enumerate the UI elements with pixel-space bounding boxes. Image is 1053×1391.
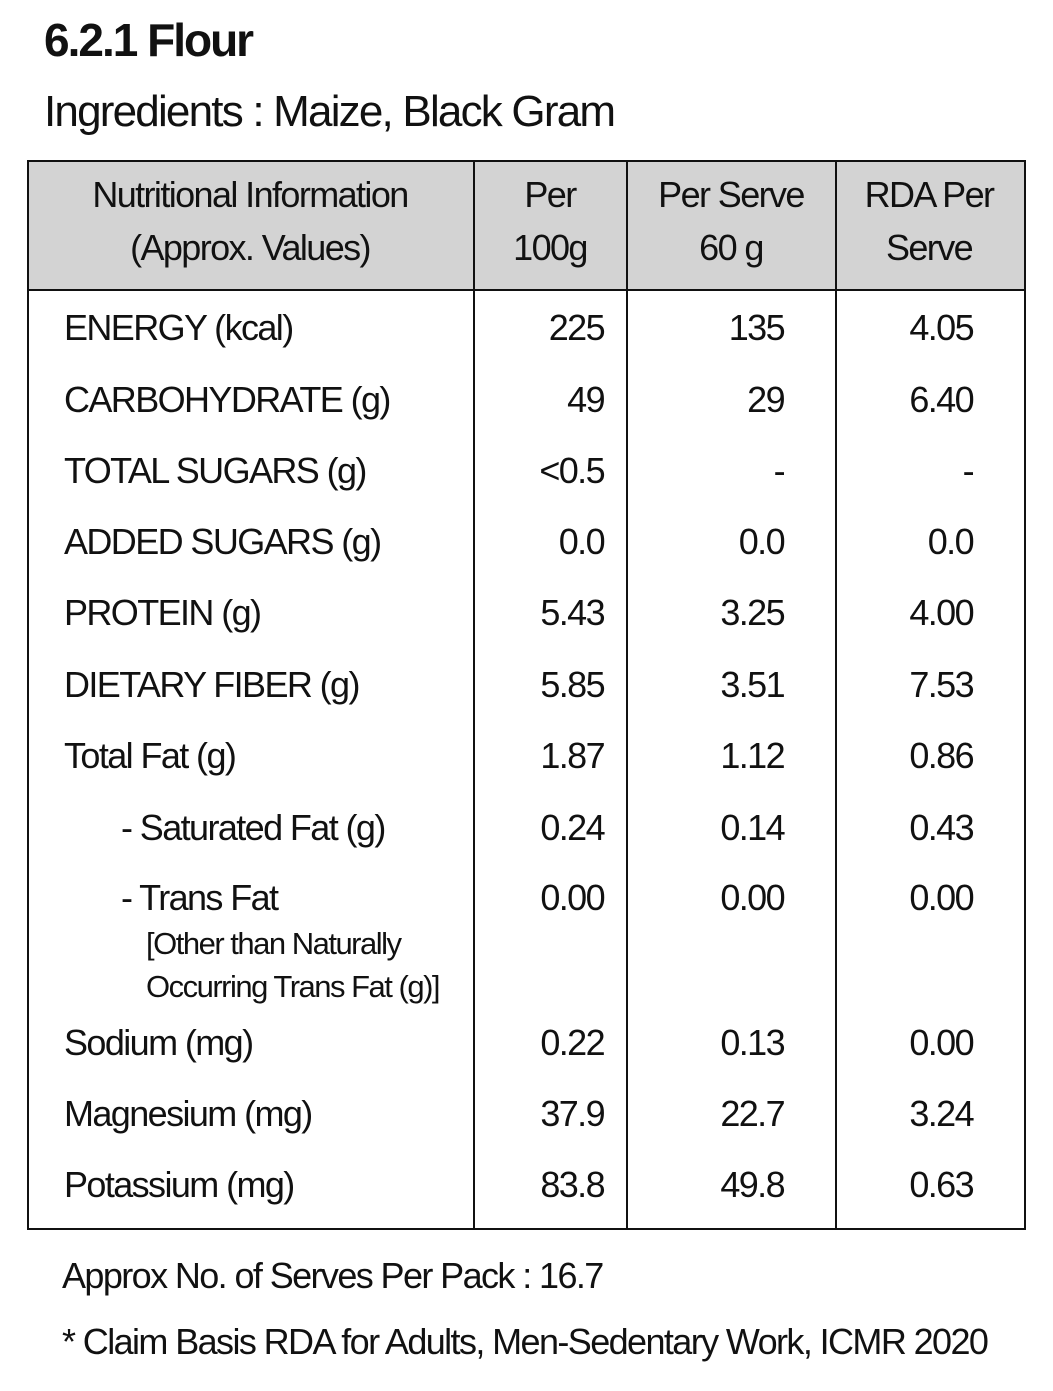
header-bg: [28, 161, 1024, 290]
row-sublabel: [Other than Naturally: [146, 926, 402, 961]
cell-value: 4.00: [909, 592, 974, 633]
footnote: * Claim Basis RDA for Adults, Men-Sedent…: [62, 1321, 989, 1362]
row-label: Total Fat (g): [64, 735, 237, 776]
header-rule: [27, 289, 1024, 291]
cell-value: 0.14: [720, 807, 785, 848]
cell-value: 0.00: [909, 877, 974, 918]
cell-value: 0.00: [909, 1022, 974, 1063]
header-cell: 100g: [513, 227, 588, 268]
cell-value: 225: [548, 307, 606, 348]
table-border: [27, 160, 1026, 1230]
row-label: ADDED SUGARS (g): [64, 521, 382, 562]
row-label: PROTEIN (g): [64, 592, 262, 633]
cell-value: 5.43: [540, 592, 605, 633]
header-cell: RDA Per: [864, 174, 995, 215]
row-label: Sodium (mg): [64, 1022, 254, 1063]
cell-value: 3.24: [909, 1093, 974, 1134]
cell-value: 0.24: [540, 807, 605, 848]
cell-value: 0.0: [927, 521, 975, 562]
header-cell: Serve: [885, 227, 974, 268]
cell-value: 0.00: [540, 877, 605, 918]
cell-value: 29: [747, 379, 785, 420]
header-cell: Nutritional Information: [92, 174, 409, 215]
cell-value: 83.8: [540, 1164, 605, 1205]
header-cell: Per Serve: [658, 174, 805, 215]
row-label: Magnesium (mg): [64, 1093, 313, 1134]
cell-value: 0.86: [909, 735, 974, 776]
header-cell: 60 g: [699, 227, 764, 268]
header-cell: (Approx. Values): [130, 227, 371, 268]
row-label: - Saturated Fat (g): [121, 807, 386, 848]
row-sublabel: Occurring Trans Fat (g)]: [146, 969, 441, 1004]
cell-value: 7.53: [909, 664, 974, 705]
cell-value: 0.00: [720, 877, 785, 918]
cell-value: 0.0: [558, 521, 606, 562]
cell-value: 5.85: [540, 664, 605, 705]
row-label: CARBOHYDRATE (g): [64, 379, 391, 420]
row-label: TOTAL SUGARS (g): [64, 450, 367, 491]
cell-value: 0.0: [738, 521, 786, 562]
cell-value: 3.25: [720, 592, 785, 633]
row-label: Potassium (mg): [64, 1164, 295, 1205]
cell-value: 135: [728, 307, 786, 348]
ingredients: Ingredients : Maize, Black Gram: [44, 87, 616, 136]
title: 6.2.1 Flour: [44, 14, 254, 66]
row-label: ENERGY (kcal): [64, 307, 294, 348]
cell-value: 22.7: [720, 1093, 785, 1134]
row-label: - Trans Fat: [121, 877, 279, 918]
col-rule: [626, 160, 628, 1228]
cell-value: 49: [567, 379, 605, 420]
cell-value: 49.8: [720, 1164, 785, 1205]
cell-value: -: [773, 450, 786, 491]
col-rule: [473, 160, 475, 1228]
footnote: Approx No. of Serves Per Pack : 16.7: [62, 1255, 604, 1296]
cell-value: 6.40: [909, 379, 974, 420]
cell-value: 0.43: [909, 807, 974, 848]
cell-value: 37.9: [540, 1093, 605, 1134]
cell-value: 1.12: [720, 735, 785, 776]
cell-value: <0.5: [539, 450, 605, 491]
cell-value: 0.22: [540, 1022, 605, 1063]
cell-value: 4.05: [909, 307, 974, 348]
cell-value: -: [962, 450, 975, 491]
row-label: DIETARY FIBER (g): [64, 664, 360, 705]
cell-value: 0.63: [909, 1164, 974, 1205]
col-rule: [835, 160, 837, 1228]
cell-value: 1.87: [540, 735, 605, 776]
cell-value: 3.51: [720, 664, 785, 705]
header-cell: Per: [524, 174, 577, 215]
cell-value: 0.13: [720, 1022, 785, 1063]
